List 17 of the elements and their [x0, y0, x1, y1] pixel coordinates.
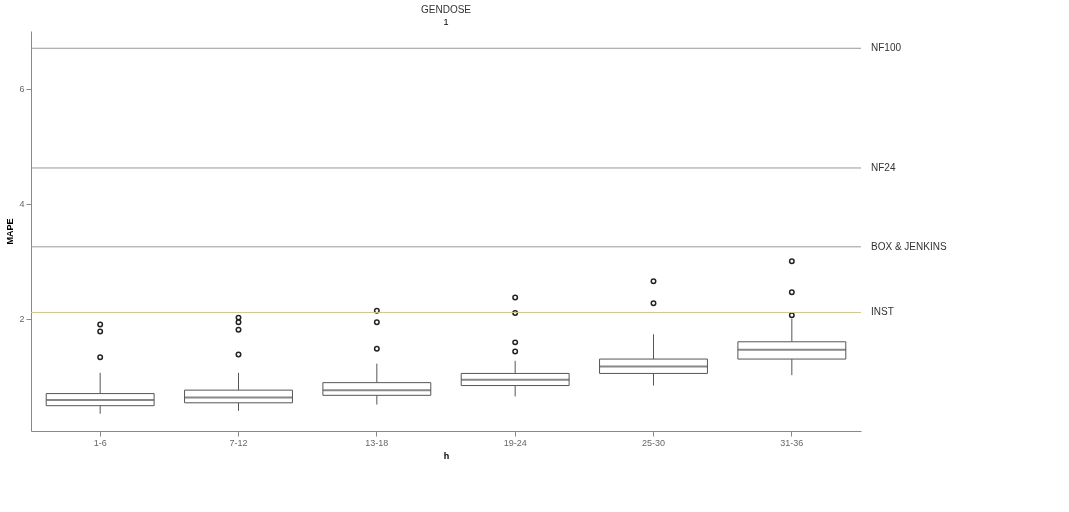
ref-line-label: INST — [871, 306, 894, 318]
ref-line-label: NF24 — [871, 161, 896, 173]
y-axis-title: MAPE — [5, 218, 16, 245]
y-tick-label: 4 — [19, 199, 25, 210]
y-tick-label: 2 — [19, 314, 25, 325]
x-tick-label: 19-24 — [503, 437, 527, 448]
x-tick-label: 7-12 — [229, 437, 248, 448]
y-tick-label: 6 — [19, 84, 25, 95]
x-tick-label: 31-36 — [780, 437, 804, 448]
x-tick-label: 25-30 — [641, 437, 666, 448]
chart-title: GENDOSE — [420, 4, 472, 15]
ref-line-label: BOX & JENKINS — [871, 240, 947, 252]
x-tick-label: 13-18 — [365, 437, 389, 448]
ref-line-label: NF100 — [871, 42, 902, 54]
chart-subtitle: 1 — [443, 17, 449, 27]
x-tick-label: 1-6 — [93, 437, 107, 448]
x-axis-title: h — [443, 450, 450, 461]
